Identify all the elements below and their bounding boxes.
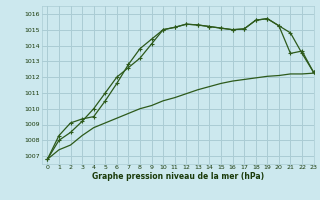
X-axis label: Graphe pression niveau de la mer (hPa): Graphe pression niveau de la mer (hPa): [92, 172, 264, 181]
